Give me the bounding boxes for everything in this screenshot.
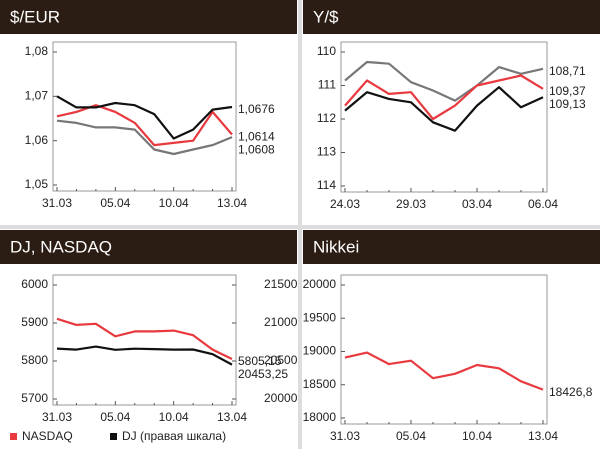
y-tick-label: 113 [317,145,336,159]
plot-frame [52,41,237,192]
end-label: 109,13 [549,97,586,111]
y2-tick-label: 20000 [264,391,298,405]
series-line [344,74,544,121]
x-tick-label: 31.03 [42,410,72,424]
x-tick-label: 05.04 [396,429,426,443]
chart-title: $/EUR [10,7,60,26]
title-bar [0,0,297,34]
legend-swatch [110,433,117,440]
x-tick-label: 13.04 [528,429,558,443]
chart-title: Nikkei [313,237,359,256]
chart-panel: Nikkei 18000 18500 19000 19500 20000 31.03 05.0… [303,230,600,443]
y-tick-label: 5700 [21,391,48,405]
y2-tick-label: 21000 [264,315,298,329]
y-tick-label: 110 [317,44,336,58]
x-tick-label: 10.04 [159,410,189,424]
y-tick-label: 20000 [303,277,337,291]
y2-tick-label: 21500 [264,277,298,291]
y-tick-label: 111 [318,78,337,92]
end-label: 108,71 [549,64,586,78]
y-tick-label: 6000 [21,277,48,291]
y-tick-label: 5900 [21,315,48,329]
y-tick-label: 18000 [303,410,337,424]
series-line [344,351,544,391]
x-tick-label: 13.04 [217,196,247,210]
end-label: 109,37 [549,84,586,98]
title-bar [303,0,600,34]
chart-title: DJ, NASDAQ [10,237,112,256]
x-tick-label: 24.03 [330,197,360,211]
x-tick-label: 06.04 [528,197,558,211]
x-tick-label: 10.04 [159,196,189,210]
y-tick-label: 19000 [303,344,337,358]
end-label: 1,0614 [238,130,275,144]
x-tick-label: 03.04 [462,197,492,211]
chart-panel: $/EUR 1,05 1,06 1,07 1,08 31.03 05.04 10.04 13.0… [0,0,297,210]
plot-frame [340,41,548,193]
end-label: 20453,25 [238,367,288,381]
x-tick-label: 31.03 [42,196,72,210]
series-line [344,60,544,102]
legend-swatch [10,433,17,440]
end-label: 1,0676 [238,102,275,116]
series-line [56,345,233,366]
chart-title: Y/$ [313,7,339,26]
x-tick-label: 05.04 [100,410,130,424]
series-line [56,119,233,156]
end-label: 18426,8 [549,385,593,399]
y-tick-label: 1,05 [25,177,49,191]
plot-frame [52,274,237,406]
series-line [56,95,233,140]
y-tick-label: 18500 [303,377,337,391]
y-tick-label: 19500 [303,310,337,324]
y-tick-label: 1,08 [25,44,49,58]
y2-tick-label: 20500 [264,353,298,367]
y-tick-label: 1,07 [25,89,49,103]
legend-label: NASDAQ [22,429,73,443]
x-tick-label: 05.04 [100,196,130,210]
legend-label: DJ (правая шкала) [122,429,226,443]
chart-panel: Y/$ 110 111 112 113 114 24.03 29.03 03.04 06.04 10… [303,0,600,211]
y-tick-label: 112 [317,111,336,125]
series-line [56,104,233,147]
y-tick-label: 5800 [21,353,48,367]
end-label: 1,0608 [238,143,275,157]
series-line [344,86,544,132]
chart-panel: DJ, NASDAQ 5700 5800 5900 6000 20000 20500 2100… [0,230,298,443]
plot-frame [340,274,548,425]
x-tick-label: 29.03 [396,197,426,211]
x-tick-label: 13.04 [217,410,247,424]
x-tick-label: 10.04 [462,429,492,443]
y-tick-label: 114 [317,178,336,192]
series-line [56,317,233,360]
end-label: 5805,15 [238,354,282,368]
title-bar [0,230,297,264]
title-bar [303,230,600,264]
y-tick-label: 1,06 [25,133,49,147]
x-tick-label: 31.03 [330,429,360,443]
